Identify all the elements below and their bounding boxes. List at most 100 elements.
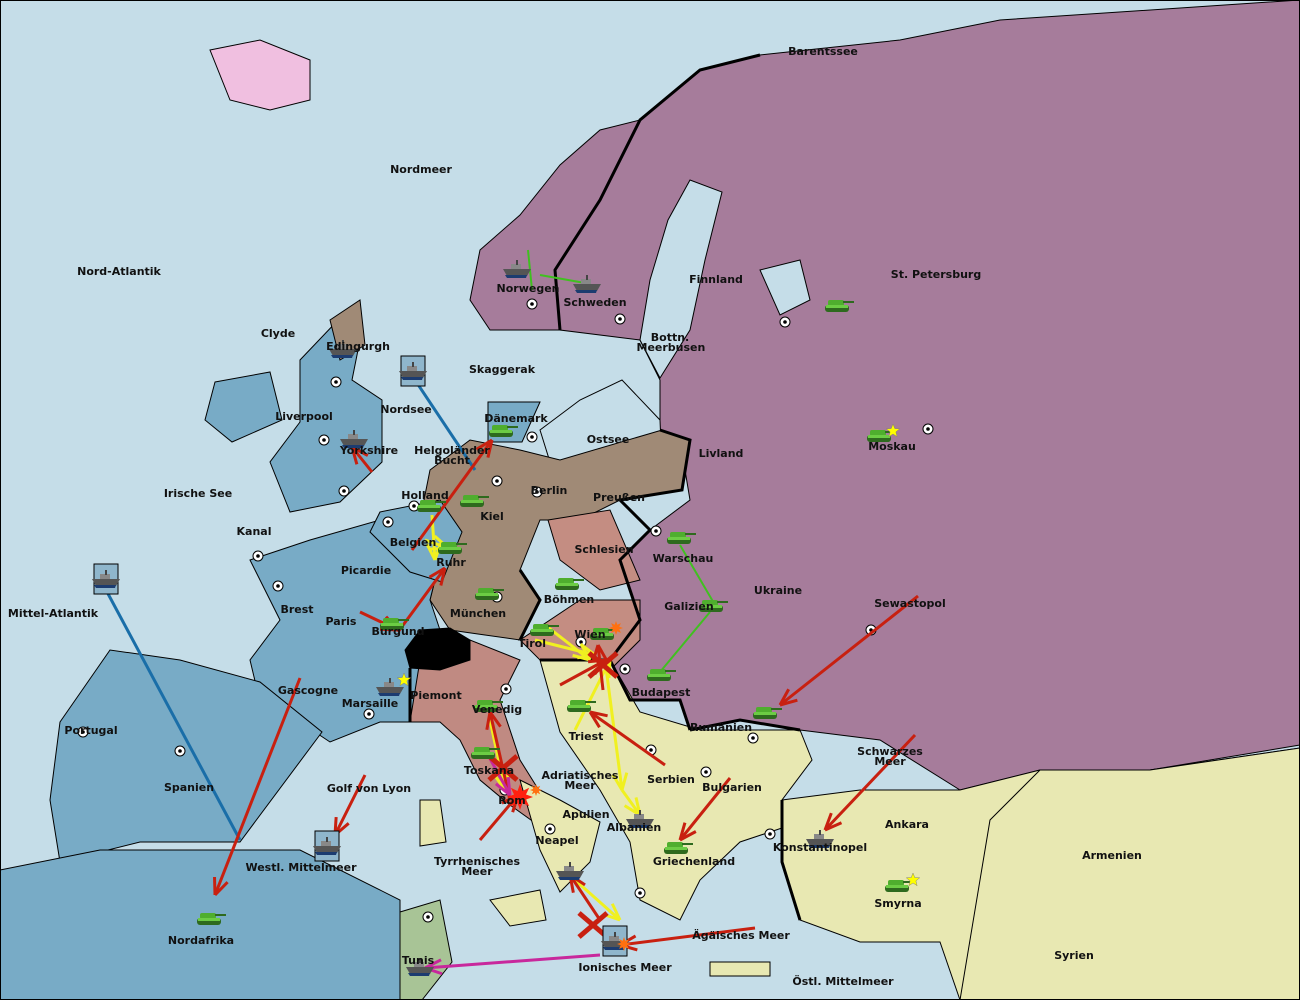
province-label[interactable]: Finnland [689, 273, 743, 286]
province-label[interactable]: Dänemark [484, 412, 548, 425]
province-label[interactable]: Bulgarien [702, 781, 762, 794]
province-label[interactable]: Böhmen [543, 593, 595, 606]
star-icon [905, 872, 921, 887]
nation-borders [408, 53, 802, 921]
province-label[interactable]: Kanal [236, 525, 272, 538]
supply-center-icon [252, 550, 264, 562]
border-line [518, 569, 542, 641]
province-label[interactable]: Livland [698, 447, 744, 460]
province-label[interactable]: Schweden [563, 296, 627, 309]
province-label[interactable]: Brest [280, 603, 314, 616]
province-label[interactable]: Mittel-Atlantik [7, 607, 99, 620]
province-label[interactable]: Edingurgh [326, 340, 390, 353]
province-label[interactable]: Griechenland [652, 855, 736, 868]
province-label[interactable]: Ukraine [753, 584, 803, 597]
fleet-unit-icon[interactable] [399, 355, 427, 387]
province-label[interactable]: Barentssee [788, 45, 858, 58]
province-label[interactable]: Venedig [471, 703, 523, 716]
province-label[interactable]: Picardie [340, 564, 392, 577]
fleet-unit-icon[interactable] [92, 563, 120, 595]
supply-center-icon [318, 434, 330, 446]
province-label[interactable]: Ostsee [586, 433, 630, 446]
province-label[interactable]: Nordmeer [390, 163, 452, 176]
province-label[interactable]: Holland [401, 489, 449, 502]
province-label[interactable]: Tyrrhenisches Meer [433, 855, 521, 878]
supply-center-icon [650, 525, 662, 537]
province-label[interactable]: Wien [574, 628, 606, 641]
army-unit-icon[interactable] [555, 578, 584, 590]
province-label[interactable]: Konstantinopel [772, 841, 868, 854]
province-label[interactable]: Portugal [64, 724, 118, 737]
province-label[interactable]: Clyde [260, 327, 296, 340]
province-label[interactable]: Ruhr [436, 556, 466, 569]
province-label[interactable]: Kiel [480, 510, 504, 523]
province-label[interactable]: Helgoländer Bucht [414, 444, 490, 467]
province-label[interactable]: Golf von Lyon [326, 782, 412, 795]
order-arrow [485, 711, 512, 801]
province-label[interactable]: Yorkshire [339, 444, 399, 457]
province-label[interactable]: Paris [325, 615, 357, 628]
province-label[interactable]: Ionisches Meer [578, 961, 672, 974]
province-label[interactable]: Westl. Mittelmeer [245, 861, 357, 874]
province-label[interactable]: Marsaille [341, 697, 399, 710]
province-label[interactable]: Piemont [410, 689, 462, 702]
province-label[interactable]: St. Petersburg [890, 268, 982, 281]
province-label[interactable]: Skaggerak [468, 363, 536, 376]
province-label[interactable]: Burgund [371, 625, 425, 638]
supply-center-icon [526, 298, 538, 310]
explosion-icon [609, 621, 623, 635]
province-label[interactable]: Warschau [652, 552, 714, 565]
province-label[interactable]: Ägäisches Meer [692, 929, 790, 942]
region-france [49, 649, 323, 863]
province-label[interactable]: Neapel [535, 834, 579, 847]
province-label[interactable]: Apulien [562, 808, 610, 821]
province-label[interactable]: Nord-Atlantik [77, 265, 161, 278]
fleet-unit-icon[interactable] [313, 830, 341, 862]
region-france [0, 849, 401, 1000]
supply-center-icon [575, 636, 587, 648]
province-label[interactable]: Toskana [463, 764, 515, 777]
supply-center-icon [338, 485, 350, 497]
province-label[interactable]: Albanien [606, 821, 662, 834]
province-label[interactable]: Bottn. Meerbusen [636, 331, 706, 354]
province-label[interactable]: Gascogne [277, 684, 339, 697]
province-label[interactable]: Adriatisches Meer [541, 769, 619, 792]
province-label[interactable]: Spanien [163, 781, 215, 794]
province-label[interactable]: Syrien [1054, 949, 1094, 962]
order-arrow [588, 710, 666, 767]
province-label[interactable]: Tirol [517, 637, 547, 650]
province-label[interactable]: Ankara [885, 818, 929, 831]
province-label[interactable]: Rumänien [689, 721, 753, 734]
province-label[interactable]: Liverpool [275, 410, 333, 423]
region-water [639, 179, 723, 380]
province-label[interactable]: Berlin [530, 484, 568, 497]
province-label[interactable]: München [449, 607, 507, 620]
province-label[interactable]: Östl. Mittelmeer [792, 975, 894, 988]
province-label[interactable]: Serbien [647, 773, 695, 786]
supply-center-icon [382, 516, 394, 528]
convoy-line [104, 589, 242, 841]
province-label[interactable]: Schwarzes Meer [857, 745, 923, 768]
province-label[interactable]: Nordafrika [167, 934, 235, 947]
order-arrow [823, 733, 917, 832]
province-label[interactable]: Armenien [1082, 849, 1142, 862]
province-label[interactable]: Galizien [664, 600, 714, 613]
province-label[interactable]: Rom [498, 794, 526, 807]
province-label[interactable]: Smyrna [874, 897, 922, 910]
province-label[interactable]: Budapest [631, 686, 691, 699]
province-label[interactable]: Schlesien [574, 543, 634, 556]
province-label[interactable]: Moskau [868, 440, 916, 453]
supply-center-icon [779, 316, 791, 328]
province-label[interactable]: Sewastopol [874, 597, 946, 610]
province-label[interactable]: Belgien [389, 536, 437, 549]
explosion-icon [507, 784, 533, 810]
province-label[interactable]: Irische See [163, 487, 233, 500]
order-arrow [213, 677, 302, 897]
province-label[interactable]: Triest [568, 730, 604, 743]
province-label[interactable]: Nordsee [380, 403, 432, 416]
province-label[interactable]: Norwegen [496, 282, 560, 295]
province-label[interactable]: Tunis [401, 954, 435, 967]
border-line [608, 428, 692, 731]
province-label[interactable]: Preußen [593, 491, 645, 504]
